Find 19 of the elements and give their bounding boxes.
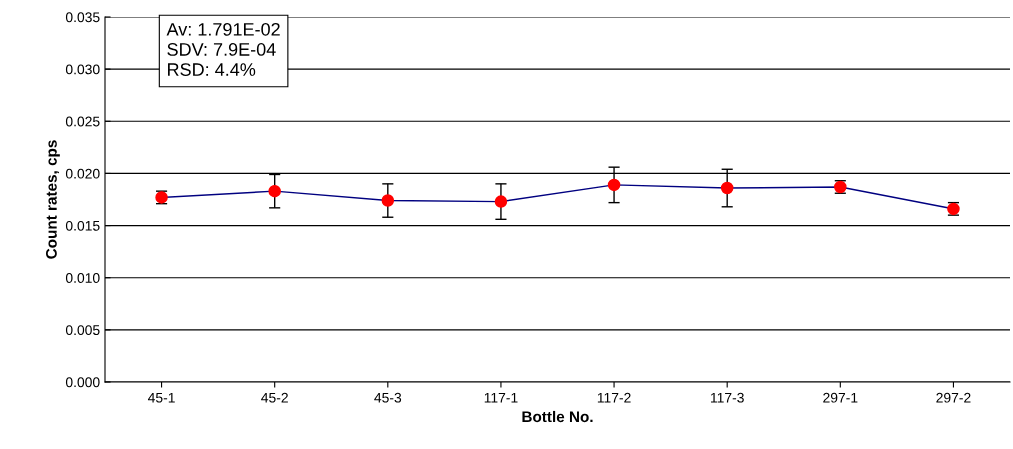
annotation: Av: 1.791E-02 SDV: 7.9E-04 RSD: 4.4% [166, 22, 280, 76]
y-tick-label: 0.020 [65, 168, 100, 179]
y-tick-label: 0.025 [65, 116, 100, 127]
y-tick-label: 0.030 [65, 64, 100, 75]
y-tick-label: 0.005 [65, 325, 100, 336]
x-axis-title: Bottle No. [522, 410, 593, 423]
x-tick-label: 45-2 [261, 392, 288, 403]
x-tick-label: 117-3 [711, 392, 744, 403]
x-tick-label: 297-1 [823, 392, 858, 403]
y-tick-label: 0.015 [65, 220, 100, 231]
x-tick-label: 117-1 [484, 392, 518, 403]
y-tick-label: 0.010 [65, 273, 100, 283]
x-tick-label: 297-2 [936, 392, 971, 403]
x-tick-label: 45-3 [374, 392, 402, 403]
x-tick-label: 45-1 [147, 392, 175, 403]
x-tick-label: 117-2 [597, 392, 631, 403]
y-axis-title: Count rates, cps [45, 140, 60, 259]
y-tick-label: 0.000 [65, 377, 100, 388]
y-tick-label: 0.035 [65, 12, 100, 23]
